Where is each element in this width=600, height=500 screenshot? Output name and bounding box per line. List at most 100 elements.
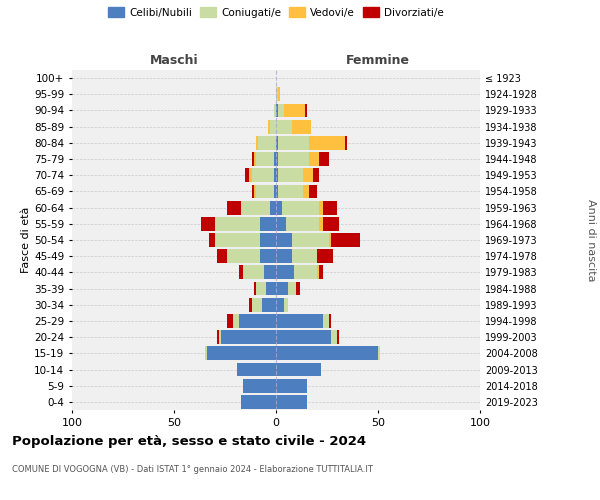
Bar bbox=[308, 184, 317, 198]
Bar bbox=[278, 136, 308, 149]
Bar bbox=[262, 298, 276, 312]
Bar bbox=[254, 152, 256, 166]
Bar bbox=[266, 282, 276, 296]
Bar bbox=[292, 233, 329, 247]
Bar bbox=[241, 395, 276, 409]
Bar bbox=[276, 250, 292, 263]
Bar bbox=[274, 184, 276, 198]
Bar bbox=[254, 184, 256, 198]
Bar bbox=[319, 152, 329, 166]
Bar bbox=[288, 282, 296, 296]
Bar bbox=[329, 233, 331, 247]
Bar bbox=[276, 330, 331, 344]
Bar bbox=[276, 136, 278, 149]
Bar bbox=[308, 152, 319, 166]
Bar bbox=[278, 184, 302, 198]
Bar bbox=[276, 184, 278, 198]
Bar bbox=[260, 233, 276, 247]
Bar bbox=[260, 250, 276, 263]
Bar bbox=[205, 346, 206, 360]
Bar bbox=[276, 104, 278, 118]
Bar bbox=[217, 330, 219, 344]
Bar bbox=[276, 120, 292, 134]
Bar bbox=[276, 346, 378, 360]
Bar bbox=[237, 362, 276, 376]
Bar bbox=[239, 314, 276, 328]
Bar bbox=[256, 282, 266, 296]
Bar bbox=[323, 200, 337, 214]
Bar bbox=[239, 266, 244, 280]
Bar bbox=[319, 200, 323, 214]
Bar bbox=[268, 120, 270, 134]
Bar bbox=[264, 266, 276, 280]
Bar bbox=[244, 266, 264, 280]
Bar bbox=[250, 298, 251, 312]
Bar bbox=[276, 152, 278, 166]
Bar bbox=[276, 282, 288, 296]
Bar bbox=[323, 314, 329, 328]
Text: Maschi: Maschi bbox=[149, 54, 199, 67]
Bar bbox=[256, 184, 274, 198]
Bar bbox=[331, 233, 359, 247]
Bar bbox=[302, 168, 313, 182]
Legend: Celibi/Nubili, Coniugati/e, Vedovi/e, Divorziati/e: Celibi/Nubili, Coniugati/e, Vedovi/e, Di… bbox=[106, 5, 446, 20]
Bar bbox=[276, 233, 292, 247]
Bar bbox=[274, 168, 276, 182]
Bar bbox=[276, 362, 321, 376]
Text: Femmine: Femmine bbox=[346, 54, 410, 67]
Bar bbox=[251, 184, 254, 198]
Bar bbox=[317, 266, 319, 280]
Bar bbox=[276, 379, 307, 392]
Bar bbox=[276, 395, 307, 409]
Y-axis label: Fasce di età: Fasce di età bbox=[22, 207, 31, 273]
Bar bbox=[276, 200, 282, 214]
Bar bbox=[260, 217, 276, 230]
Bar bbox=[278, 152, 308, 166]
Text: Popolazione per età, sesso e stato civile - 2024: Popolazione per età, sesso e stato civil… bbox=[12, 435, 366, 448]
Bar bbox=[209, 233, 215, 247]
Bar bbox=[296, 282, 301, 296]
Y-axis label: Anni di nascita: Anni di nascita bbox=[586, 198, 596, 281]
Bar bbox=[270, 200, 276, 214]
Bar bbox=[331, 330, 337, 344]
Bar bbox=[313, 168, 319, 182]
Bar bbox=[219, 330, 221, 344]
Bar bbox=[346, 136, 347, 149]
Bar bbox=[270, 120, 276, 134]
Bar bbox=[274, 104, 276, 118]
Bar bbox=[251, 298, 262, 312]
Bar bbox=[286, 217, 319, 230]
Bar bbox=[227, 200, 241, 214]
Bar bbox=[295, 266, 317, 280]
Bar bbox=[278, 168, 302, 182]
Bar bbox=[292, 250, 317, 263]
Bar bbox=[284, 298, 288, 312]
Bar bbox=[276, 88, 278, 101]
Bar bbox=[221, 330, 276, 344]
Bar bbox=[282, 200, 319, 214]
Bar bbox=[284, 104, 305, 118]
Bar bbox=[317, 250, 333, 263]
Bar bbox=[378, 346, 380, 360]
Bar bbox=[217, 250, 227, 263]
Bar bbox=[308, 136, 346, 149]
Bar bbox=[276, 217, 286, 230]
Bar bbox=[200, 217, 215, 230]
Bar bbox=[278, 88, 280, 101]
Bar bbox=[215, 233, 260, 247]
Bar bbox=[227, 250, 260, 263]
Bar bbox=[274, 152, 276, 166]
Bar bbox=[256, 136, 257, 149]
Bar bbox=[337, 330, 339, 344]
Bar bbox=[329, 314, 331, 328]
Bar bbox=[244, 379, 276, 392]
Bar bbox=[227, 314, 233, 328]
Bar bbox=[256, 152, 274, 166]
Bar bbox=[319, 266, 323, 280]
Bar bbox=[241, 200, 270, 214]
Bar bbox=[319, 217, 323, 230]
Bar bbox=[250, 168, 251, 182]
Text: COMUNE DI VOGOGNA (VB) - Dati ISTAT 1° gennaio 2024 - Elaborazione TUTTITALIA.IT: COMUNE DI VOGOGNA (VB) - Dati ISTAT 1° g… bbox=[12, 465, 373, 474]
Bar bbox=[305, 104, 307, 118]
Bar bbox=[233, 314, 239, 328]
